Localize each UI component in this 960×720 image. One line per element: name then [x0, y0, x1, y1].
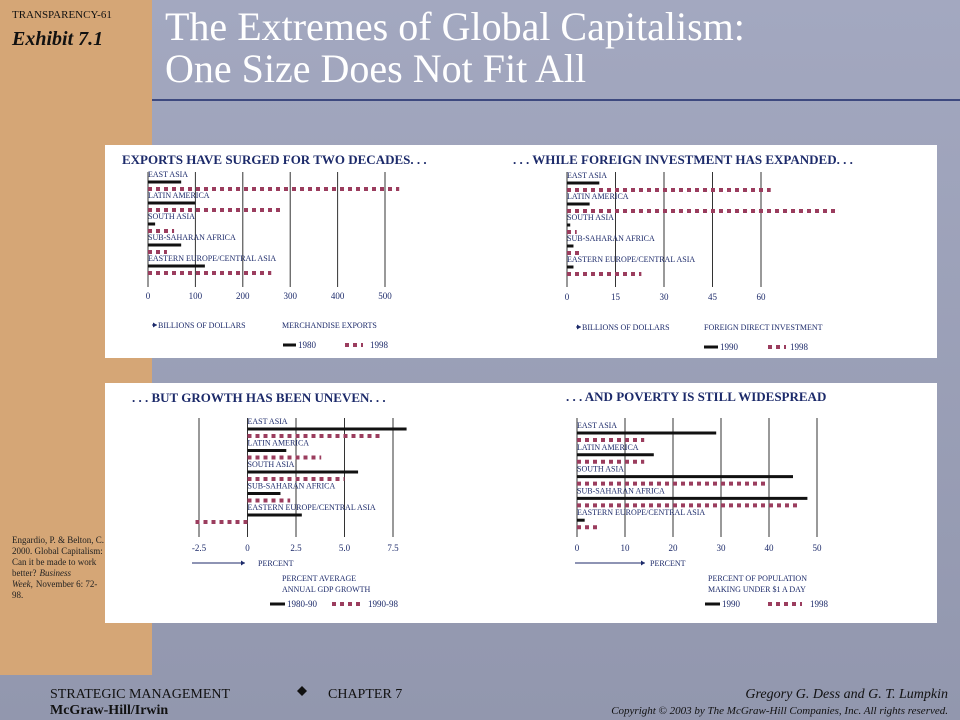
category-label: LATIN AMERICA [248, 439, 310, 448]
category-label: SOUTH ASIA [148, 212, 195, 221]
legend-label: 1998 [810, 599, 829, 609]
x-tick-label: 300 [283, 291, 297, 301]
panel [105, 383, 937, 623]
x-tick-label: 30 [660, 292, 670, 302]
x-tick-label: 200 [236, 291, 250, 301]
category-label: EAST ASIA [148, 170, 188, 179]
x-tick-label: 15 [611, 292, 621, 302]
category-label: SUB-SAHARAN AFRICA [577, 486, 665, 495]
category-label: SUB-SAHARAN AFRICA [567, 234, 655, 243]
category-label: LATIN AMERICA [148, 191, 210, 200]
footer-copyright: Copyright © 2003 by The McGraw-Hill Comp… [611, 705, 948, 717]
footer-course: STRATEGIC MANAGEMENT [50, 687, 231, 702]
footer-authors: Gregory G. Dess and G. T. Lumpkin [745, 687, 948, 702]
measure-label: PERCENT OF POPULATION [708, 574, 807, 583]
title-line: The Extremes of Global Capitalism: [165, 4, 745, 49]
legend-label: 1998 [370, 340, 389, 350]
citation: Engardio, P. & Belton, C. 2000. Global C… [12, 535, 104, 601]
x-tick-label: 20 [669, 543, 679, 553]
x-tick-label: 5.0 [339, 543, 351, 553]
x-axis-label: BILLIONS OF DOLLARS [582, 323, 670, 332]
citation-text: Engardio, P. & Belton, C. 2000. Global C… [12, 535, 104, 578]
x-tick-label: 2.5 [290, 543, 302, 553]
x-tick-label: 100 [189, 291, 203, 301]
title-line: One Size Does Not Fit All [165, 46, 586, 91]
axis-arrow-head [153, 322, 157, 328]
x-tick-label: 30 [717, 543, 727, 553]
category-label: SOUTH ASIA [248, 460, 295, 469]
exhibit: Exhibit 7.1 [11, 28, 103, 50]
legend-label: 1980 [298, 340, 317, 350]
category-label: SUB-SAHARAN AFRICA [248, 482, 336, 491]
x-tick-label: 0 [575, 543, 580, 553]
category-label: LATIN AMERICA [577, 443, 639, 452]
legend-label: 1998 [790, 342, 809, 352]
x-tick-label: 60 [757, 292, 767, 302]
citation-source: Business Week, [12, 568, 71, 589]
measure-label: PERCENT AVERAGE [282, 574, 356, 583]
category-label: EAST ASIA [577, 421, 617, 430]
category-label: EASTERN EUROPE/CENTRAL ASIA [567, 255, 695, 264]
category-label: EASTERN EUROPE/CENTRAL ASIA [577, 508, 705, 517]
legend-label: 1990 [720, 342, 739, 352]
x-tick-label: 0 [245, 543, 250, 553]
chart-title: . . . WHILE FOREIGN INVESTMENT HAS EXPAN… [513, 152, 853, 167]
transparency: TRANSPARENCY-61 [12, 9, 112, 21]
footer-chapter: CHAPTER 7 [328, 687, 402, 702]
x-tick-label: 7.5 [387, 543, 399, 553]
x-axis-label: PERCENT [650, 559, 686, 568]
legend-label: 1980-90 [287, 599, 317, 609]
diamond [297, 686, 307, 696]
axis-arrow-head [577, 324, 581, 330]
category-label: EAST ASIA [567, 171, 607, 180]
footer-publisher: McGraw-Hill/Irwin [50, 703, 168, 718]
x-tick-label: 500 [378, 291, 392, 301]
category-label: EAST ASIA [248, 417, 288, 426]
axis-arrow-head [641, 560, 645, 566]
x-tick-label: 400 [331, 291, 345, 301]
x-tick-label: 50 [813, 543, 823, 553]
x-tick-label: 0 [146, 291, 151, 301]
legend-label: 1990-98 [368, 599, 398, 609]
chart-title: . . . AND POVERTY IS STILL WIDESPREAD [566, 389, 826, 404]
x-tick-label: 45 [708, 292, 718, 302]
measure-label: FOREIGN DIRECT INVESTMENT [704, 323, 823, 332]
category-label: SOUTH ASIA [577, 465, 624, 474]
category-label: EASTERN EUROPE/CENTRAL ASIA [148, 254, 276, 263]
x-tick-label: 40 [765, 543, 775, 553]
panel [105, 145, 937, 358]
chart-title: EXPORTS HAVE SURGED FOR TWO DECADES. . . [122, 152, 427, 167]
category-label: EASTERN EUROPE/CENTRAL ASIA [248, 503, 376, 512]
x-axis-label: BILLIONS OF DOLLARS [158, 321, 246, 330]
measure-label: MERCHANDISE EXPORTS [282, 321, 377, 330]
axis-arrow-head [241, 560, 245, 566]
x-tick-label: -2.5 [192, 543, 207, 553]
category-label: LATIN AMERICA [567, 192, 629, 201]
category-label: SUB-SAHARAN AFRICA [148, 233, 236, 242]
category-label: SOUTH ASIA [567, 213, 614, 222]
citation-pages: November 6: 72-98. [12, 579, 98, 600]
x-axis-label: PERCENT [258, 559, 294, 568]
x-tick-label: 10 [621, 543, 631, 553]
measure-label: ANNUAL GDP GROWTH [282, 585, 371, 594]
chart-title: . . . BUT GROWTH HAS BEEN UNEVEN. . . [132, 390, 386, 405]
measure-label: MAKING UNDER $1 A DAY [708, 585, 806, 594]
legend-label: 1990 [722, 599, 741, 609]
x-tick-label: 0 [565, 292, 570, 302]
